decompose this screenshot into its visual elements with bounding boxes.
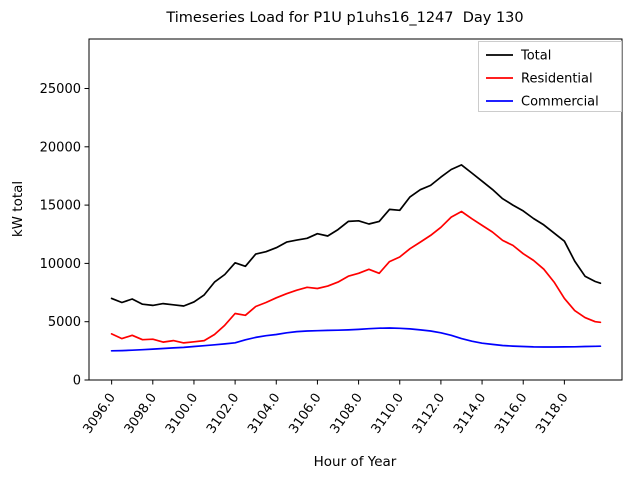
series-lines — [110, 164, 602, 352]
x-tick-label: 3118.0 — [533, 391, 571, 437]
y-tick-label: 25000 — [40, 82, 81, 97]
x-tick-label: 3106.0 — [286, 391, 324, 437]
series-line-commercial — [110, 327, 602, 352]
chart-title: Timeseries Load for P1U p1uhs16_1247 Day… — [165, 10, 523, 26]
x-tick-label: 3114.0 — [451, 391, 489, 437]
x-axis-label: Hour of Year — [314, 454, 397, 470]
legend-entry-total: Total — [486, 49, 551, 64]
legend-entry-residential: Residential — [486, 72, 593, 87]
legend-entry-commercial: Commercial — [486, 95, 599, 110]
y-tick-label: 20000 — [40, 140, 81, 155]
legend-label-commercial: Commercial — [521, 95, 599, 110]
x-tick-label: 3098.0 — [122, 391, 160, 437]
y-tick-label: 0 — [73, 374, 81, 389]
legend-label-residential: Residential — [521, 72, 593, 87]
y-tick-label: 15000 — [40, 199, 81, 214]
x-tick-label: 3104.0 — [245, 391, 283, 437]
series-line-total — [110, 164, 602, 307]
x-tick-label: 3108.0 — [327, 391, 365, 437]
legend-label-total: Total — [520, 49, 551, 64]
axis-ticks: 3096.0 3098.0 3100.0 3102.0 3104.0 3106.0 3108… — [40, 82, 572, 437]
legend-box — [478, 41, 622, 112]
x-tick-label: 3102.0 — [204, 391, 242, 437]
x-tick-label: 3096.0 — [81, 391, 119, 437]
x-tick-label: 3100.0 — [163, 391, 201, 437]
y-axis-label: kW total — [10, 181, 26, 237]
x-tick-label: 3112.0 — [410, 391, 448, 437]
series-line-residential — [110, 210, 602, 344]
x-tick-label: 3116.0 — [492, 391, 530, 437]
axes-frame — [88, 38, 623, 381]
y-tick-label: 10000 — [40, 257, 81, 272]
legend: Total Residential Commercial — [478, 41, 622, 112]
y-tick-label: 5000 — [48, 315, 81, 330]
x-tick-label: 3110.0 — [369, 391, 407, 437]
